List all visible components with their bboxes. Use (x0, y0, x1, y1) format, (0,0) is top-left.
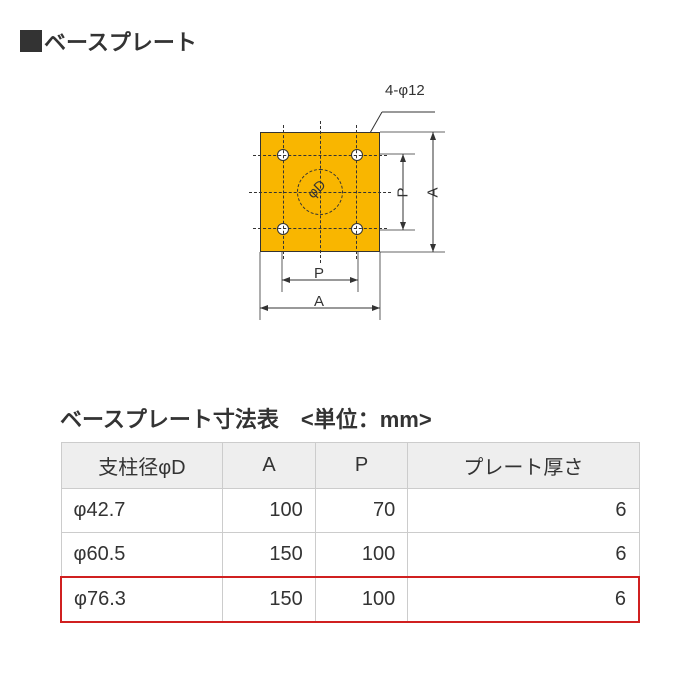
col-header: P (315, 443, 407, 489)
baseplate-diagram: 4-φ12 φD (220, 72, 480, 332)
title-bullet-square (20, 30, 42, 52)
dim-p-bottom: P (314, 265, 324, 282)
table-cell: 6 (408, 533, 639, 578)
col-header: A (223, 443, 315, 489)
table-section: ベースプレート寸法表 <単位：mm> 支柱径φD A P プレート厚さ φ42.… (20, 402, 680, 623)
table-cell: φ42.7 (61, 489, 223, 533)
table-cell: 70 (315, 489, 407, 533)
table-cell: 150 (223, 533, 315, 578)
col-header: プレート厚さ (408, 443, 639, 489)
table-cell: 6 (408, 489, 639, 533)
table-cell: 6 (408, 577, 639, 622)
table-row: φ42.7100706 (61, 489, 639, 533)
dimension-table: 支柱径φD A P プレート厚さ φ42.7100706φ60.51501006… (60, 442, 640, 623)
table-cell: 100 (223, 489, 315, 533)
table-cell: 100 (315, 533, 407, 578)
col-header: 支柱径φD (61, 443, 223, 489)
table-row: φ76.31501006 (61, 577, 639, 622)
diagram-container: 4-φ12 φD (20, 72, 680, 332)
dim-bottom (220, 72, 480, 332)
table-cell: 100 (315, 577, 407, 622)
page-title-row: ベースプレート (20, 25, 680, 57)
page-title: ベースプレート (44, 25, 197, 57)
table-cell: 150 (223, 577, 315, 622)
table-header-row: 支柱径φD A P プレート厚さ (61, 443, 639, 489)
table-cell: φ76.3 (61, 577, 223, 622)
table-title: ベースプレート寸法表 <単位：mm> (60, 402, 640, 434)
table-row: φ60.51501006 (61, 533, 639, 578)
table-cell: φ60.5 (61, 533, 223, 578)
dim-a-bottom: A (314, 293, 324, 310)
